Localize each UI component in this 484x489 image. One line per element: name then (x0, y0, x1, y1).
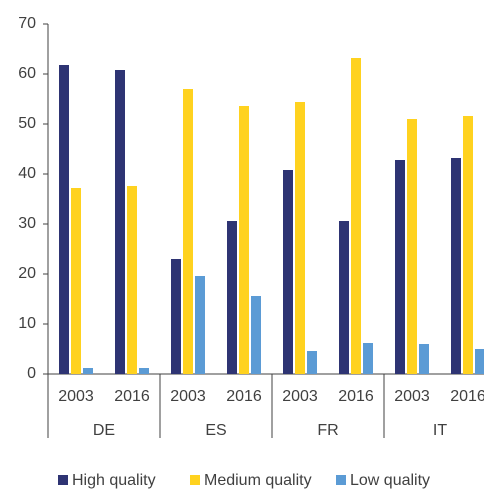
x-tick-label: 2016 (226, 388, 262, 405)
y-tick-label: 20 (18, 265, 36, 282)
bar (59, 65, 69, 374)
bar (127, 186, 137, 374)
bar (251, 296, 261, 374)
y-tick-label: 50 (18, 115, 36, 132)
bar (351, 58, 361, 374)
bar (239, 106, 249, 374)
legend-label: Low quality (350, 472, 430, 489)
bar (139, 368, 149, 374)
group-label: FR (317, 422, 338, 439)
x-tick-label: 2003 (58, 388, 94, 405)
bar (295, 102, 305, 374)
bar (363, 343, 373, 374)
bar (339, 221, 349, 374)
bar (463, 116, 473, 374)
bar (195, 276, 205, 374)
bar (407, 119, 417, 374)
legend-swatch (190, 475, 200, 485)
bar (419, 344, 429, 374)
x-tick-label: 2016 (114, 388, 150, 405)
bar (71, 188, 81, 374)
x-tick-label: 2003 (394, 388, 430, 405)
legend-swatch (336, 475, 346, 485)
y-tick-label: 30 (18, 215, 36, 232)
bar (227, 221, 237, 374)
y-tick-label: 10 (18, 315, 36, 332)
x-tick-label: 2003 (282, 388, 318, 405)
x-tick-label: 2003 (170, 388, 206, 405)
bar (307, 351, 317, 374)
y-tick-label: 60 (18, 65, 36, 82)
bar (475, 349, 484, 374)
y-tick-label: 40 (18, 165, 36, 182)
y-tick-label: 0 (27, 365, 36, 382)
legend-label: High quality (72, 472, 156, 489)
bar (115, 70, 125, 374)
bar (451, 158, 461, 374)
legend-label: Medium quality (204, 472, 312, 489)
group-label: ES (205, 422, 226, 439)
group-label: DE (93, 422, 115, 439)
bar (395, 160, 405, 374)
bar (171, 259, 181, 374)
x-tick-label: 2016 (338, 388, 374, 405)
bar (183, 89, 193, 374)
y-tick-label: 70 (18, 15, 36, 32)
bar (283, 170, 293, 374)
bar (83, 368, 93, 374)
x-tick-label: 2016 (450, 388, 484, 405)
group-label: IT (433, 422, 447, 439)
legend-swatch (58, 475, 68, 485)
